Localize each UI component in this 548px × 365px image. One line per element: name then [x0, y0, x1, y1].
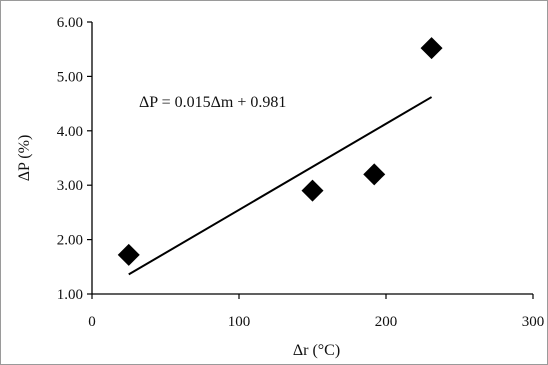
y-axis: 1.00 2.00 3.00 4.00 5.00 6.00 — [57, 15, 93, 303]
x-axis-label: Δr (°C) — [293, 342, 340, 359]
data-point-marker — [117, 243, 140, 266]
y-tick-label: 1.00 — [57, 287, 83, 303]
y-tick-label: 4.00 — [57, 124, 83, 140]
x-axis: 0 100 200 300 — [88, 293, 545, 330]
y-tick-label: 6.00 — [57, 15, 83, 31]
trendline — [128, 96, 433, 276]
trendline-layer — [128, 96, 433, 276]
data-points — [117, 37, 443, 266]
x-tick-label: 100 — [228, 314, 251, 330]
y-tick-label: 5.00 — [57, 69, 83, 85]
y-tick-label: 2.00 — [57, 233, 83, 249]
y-axis-label: ΔP (%) — [16, 135, 33, 182]
data-point-marker — [301, 179, 324, 202]
y-tick-label: 3.00 — [57, 178, 83, 194]
x-tick-label: 300 — [522, 314, 545, 330]
x-tick-label: 0 — [88, 314, 96, 330]
trendline-equation: ΔP = 0.015Δm + 0.981 — [139, 94, 286, 111]
data-point-marker — [420, 37, 443, 60]
data-point-marker — [363, 163, 386, 186]
x-tick-label: 200 — [375, 314, 398, 330]
